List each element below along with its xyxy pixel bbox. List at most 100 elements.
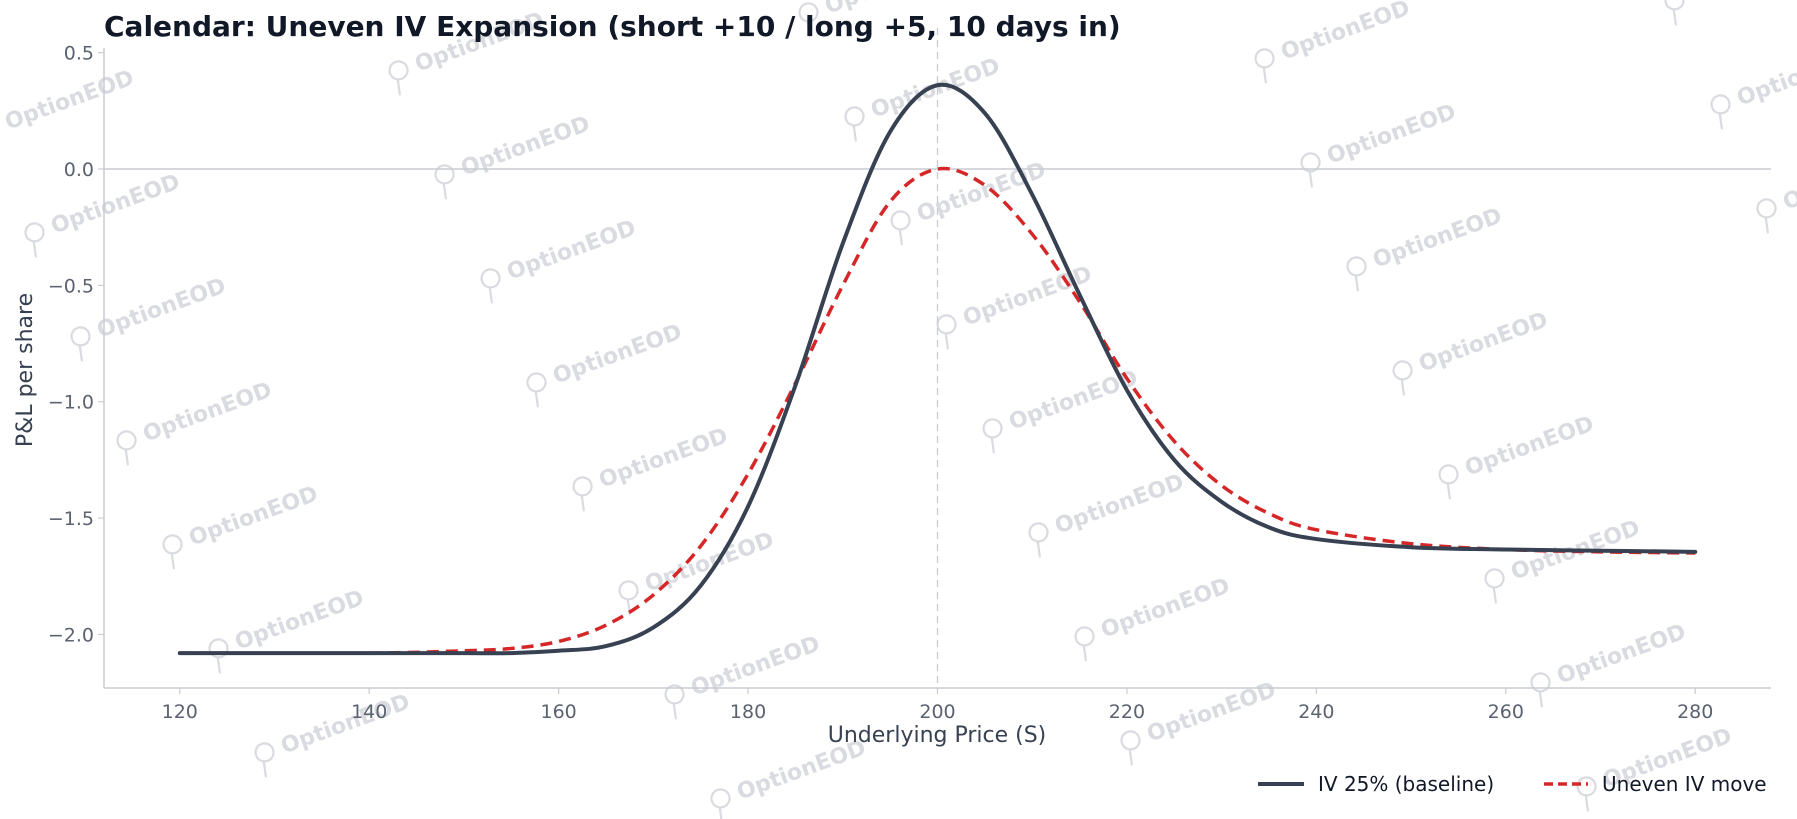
watermark-logo-stem: [1400, 379, 1405, 396]
watermark-text: OptionEOD: [1098, 574, 1234, 644]
watermark: OptionEOD: [254, 690, 414, 778]
watermark-logo-stem: [442, 183, 447, 200]
watermark-logo-stem: [1672, 9, 1677, 26]
x-tick-label: 280: [1677, 701, 1713, 723]
watermark-text: OptionEOD: [458, 112, 594, 182]
watermark-logo-icon: [1664, 0, 1685, 11]
watermark-logo-icon: [618, 580, 639, 601]
watermark-logo-icon: [24, 222, 45, 243]
watermark-text: OptionEOD: [550, 320, 686, 390]
watermark-logo-stem: [1128, 749, 1133, 766]
x-axis-label: Underlying Price (S): [828, 723, 1047, 748]
y-tick-label: 0.0: [64, 159, 94, 181]
watermark-logo-stem: [1262, 67, 1267, 84]
watermark-text: OptionEOD: [1554, 620, 1690, 690]
watermark-logo-stem: [1718, 113, 1723, 130]
watermark-logo-stem: [78, 345, 83, 362]
watermark: OptionEOD: [1300, 100, 1460, 188]
watermark: OptionEOD: [1346, 204, 1506, 292]
watermark-logo-stem: [806, 21, 811, 38]
watermark: OptionEOD: [434, 112, 594, 200]
watermark-logo-icon: [710, 788, 731, 809]
watermark-logo-icon: [526, 372, 547, 393]
legend-label-baseline: IV 25% (baseline): [1318, 772, 1494, 796]
watermark-logo-stem: [1584, 795, 1589, 812]
watermark: OptionEOD: [890, 158, 1049, 246]
watermark-logo-icon: [798, 2, 819, 23]
watermark: OptionEOD: [1392, 308, 1551, 396]
x-tick-label: 220: [1109, 701, 1145, 723]
watermark-logo-stem: [944, 333, 949, 350]
watermark: OptionEOD: [1710, 42, 1797, 130]
watermark-logo-icon: [480, 268, 501, 289]
y-axis-label: P&L per share: [13, 293, 38, 447]
watermark-logo-icon: [1756, 198, 1777, 219]
x-axis-ticks: 120 140 160 180 200 220 240 260 280: [162, 688, 1713, 723]
watermark-logo-icon: [1300, 152, 1321, 173]
watermark-logo-icon: [1576, 776, 1597, 797]
watermark: OptionEOD: [1438, 412, 1597, 500]
watermark-text: OptionEOD: [1324, 100, 1460, 170]
watermark-text: OptionEOD: [1734, 42, 1797, 112]
x-tick-label: 260: [1488, 701, 1524, 723]
watermark-logo-icon: [388, 60, 409, 81]
x-tick-label: 180: [730, 701, 766, 723]
watermark-logo-stem: [534, 391, 539, 408]
x-tick-label: 120: [162, 701, 198, 723]
y-tick-label: −0.5: [48, 275, 94, 297]
watermark-text: OptionEOD: [1780, 146, 1797, 216]
x-tick-label: 240: [1298, 701, 1334, 723]
watermark-text: OptionEOD: [186, 482, 322, 552]
watermark-text: OptionEOD: [1052, 470, 1188, 540]
series-layer: [177, 82, 1698, 656]
watermark: OptionEOD: [618, 528, 777, 616]
watermark-logo-stem: [852, 125, 857, 142]
watermark-text: OptionEOD: [1278, 0, 1414, 65]
watermark-logo-icon: [890, 210, 911, 231]
y-axis-ticks: 0.5 0.0 −0.5 −1.0 −1.5 −2.0: [48, 43, 104, 646]
watermark-logo-stem: [898, 229, 903, 246]
watermark-text: OptionEOD: [1370, 204, 1506, 274]
watermark: OptionEOD: [1484, 516, 1643, 604]
watermark-text: OptionEOD: [504, 216, 640, 286]
watermark-text: OptionEOD: [140, 378, 276, 448]
watermark-logo-stem: [1764, 217, 1769, 234]
watermark-logo-icon: [116, 430, 137, 451]
watermark: OptionEOD: [844, 54, 1003, 142]
watermark: OptionEOD: [572, 424, 731, 512]
watermark-logo-stem: [990, 437, 995, 454]
watermark: OptionEOD: [208, 586, 367, 674]
y-tick-label: −1.5: [48, 508, 94, 530]
watermark-logo-stem: [1308, 171, 1313, 188]
watermark-text: OptionEOD: [1688, 0, 1797, 7]
watermark-logo-icon: [572, 476, 593, 497]
watermark-text: OptionEOD: [688, 632, 824, 702]
x-tick-label: 160: [541, 701, 577, 723]
y-tick-label: 0.5: [64, 43, 94, 65]
watermark: OptionEOD: [1756, 146, 1797, 234]
watermark-logo-stem: [488, 287, 493, 304]
watermark-logo-stem: [1446, 483, 1451, 500]
watermark: OptionEOD: [1576, 724, 1735, 812]
watermark-logo-stem: [170, 553, 175, 570]
watermark-logo-stem: [580, 495, 585, 512]
watermark-logo-icon: [1254, 48, 1275, 69]
watermark-text: OptionEOD: [2, 66, 138, 136]
x-tick-label: 200: [919, 701, 955, 723]
watermark: OptionEOD: [1664, 0, 1797, 26]
watermark: OptionEOD: [2, 66, 138, 136]
watermark: OptionEOD: [526, 320, 686, 408]
watermark-logo-icon: [254, 742, 275, 763]
watermark-logo-icon: [1530, 672, 1551, 693]
y-tick-label: −1.0: [48, 392, 94, 414]
watermark-text: OptionEOD: [278, 690, 414, 760]
watermark-logo-stem: [396, 79, 401, 96]
watermark: OptionEOD: [1074, 574, 1234, 662]
watermark-logo-stem: [1492, 587, 1497, 604]
x-tick-label: 140: [351, 701, 387, 723]
watermark-logo-icon: [936, 314, 957, 335]
watermark: OptionEOD: [936, 262, 1095, 350]
watermark-logo-stem: [124, 449, 129, 466]
